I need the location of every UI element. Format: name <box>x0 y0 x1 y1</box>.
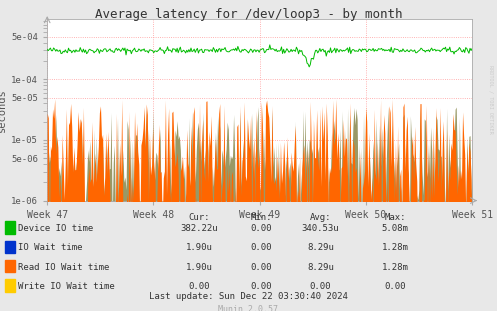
Text: 8.29u: 8.29u <box>307 244 334 252</box>
Text: Read IO Wait time: Read IO Wait time <box>18 263 110 272</box>
Text: Avg:: Avg: <box>310 213 331 222</box>
Y-axis label: seconds: seconds <box>0 88 7 132</box>
Text: RRDTOOL / TOBI OETIKER: RRDTOOL / TOBI OETIKER <box>489 65 494 134</box>
Text: 1.28m: 1.28m <box>382 244 409 252</box>
Text: Write IO Wait time: Write IO Wait time <box>18 282 115 291</box>
Text: 0.00: 0.00 <box>250 224 272 233</box>
Text: 1.28m: 1.28m <box>382 263 409 272</box>
Text: 382.22u: 382.22u <box>180 224 218 233</box>
Text: 0.00: 0.00 <box>250 263 272 272</box>
Text: Device IO time: Device IO time <box>18 224 93 233</box>
Text: 5.08m: 5.08m <box>382 224 409 233</box>
Text: IO Wait time: IO Wait time <box>18 244 83 252</box>
Text: Min:: Min: <box>250 213 272 222</box>
Text: 1.90u: 1.90u <box>185 244 212 252</box>
Text: Max:: Max: <box>384 213 406 222</box>
Text: Munin 2.0.57: Munin 2.0.57 <box>219 305 278 311</box>
Text: 0.00: 0.00 <box>250 282 272 291</box>
Text: Cur:: Cur: <box>188 213 210 222</box>
Text: 0.00: 0.00 <box>384 282 406 291</box>
Text: 0.00: 0.00 <box>250 244 272 252</box>
Text: 0.00: 0.00 <box>310 282 331 291</box>
Text: 1.90u: 1.90u <box>185 263 212 272</box>
Text: Average latency for /dev/loop3 - by month: Average latency for /dev/loop3 - by mont… <box>95 8 402 21</box>
Text: 8.29u: 8.29u <box>307 263 334 272</box>
Text: 340.53u: 340.53u <box>302 224 339 233</box>
Text: Last update: Sun Dec 22 03:30:40 2024: Last update: Sun Dec 22 03:30:40 2024 <box>149 292 348 301</box>
Text: 0.00: 0.00 <box>188 282 210 291</box>
